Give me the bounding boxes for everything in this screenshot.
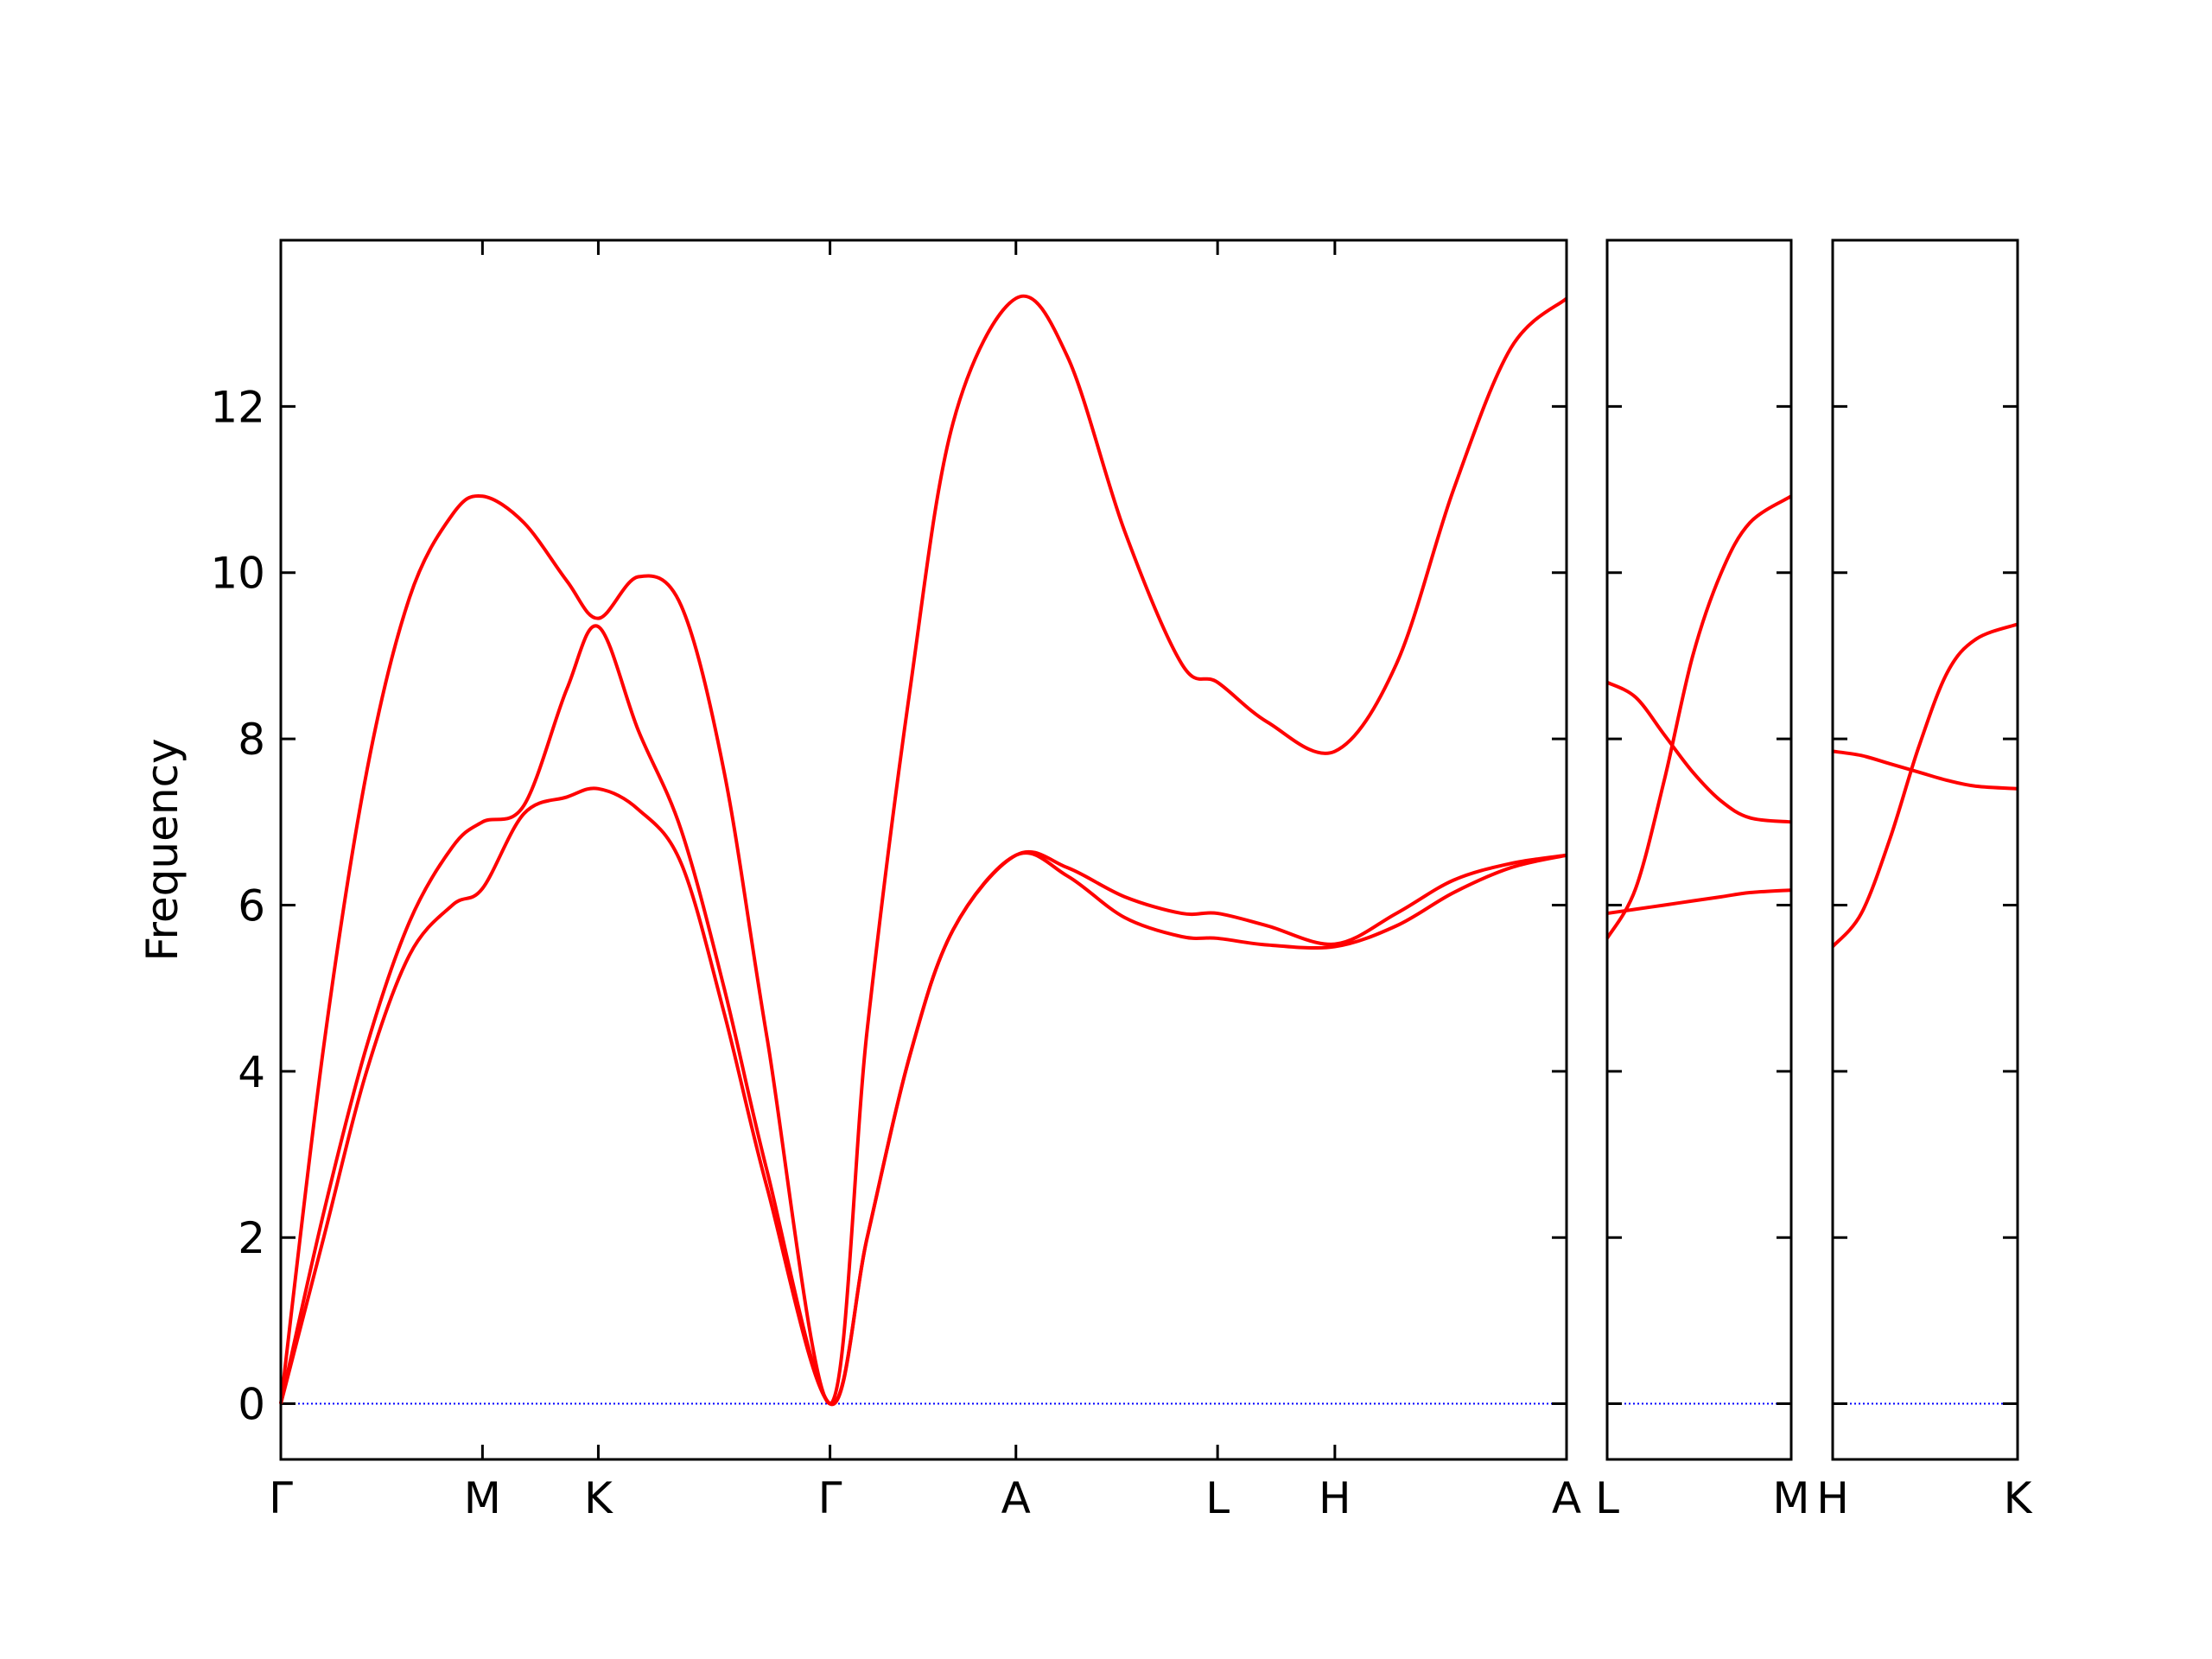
x-tick-label: K: [584, 1473, 613, 1523]
x-tick-label: K: [2004, 1473, 2033, 1523]
band-line: [1605, 494, 1793, 939]
x-tick-label: L: [1205, 1473, 1230, 1523]
y-axis-label: Frequency: [137, 738, 188, 961]
y-tick-label: 6: [238, 880, 265, 931]
axes-frame: [279, 238, 1568, 1461]
axes-frame: [1831, 238, 2019, 1461]
axes-frame: [1605, 238, 1793, 1461]
x-tick-label: Γ: [818, 1473, 842, 1523]
y-tick-label: 0: [238, 1380, 265, 1430]
band-line: [279, 786, 1567, 1406]
x-tick-label: M: [464, 1473, 501, 1523]
y-tick-label: 4: [238, 1047, 265, 1097]
x-tick-label: L: [1595, 1473, 1619, 1523]
x-tick-label: M: [1772, 1473, 1809, 1523]
y-tick-label: 12: [210, 382, 265, 432]
band-line: [279, 294, 1568, 1406]
x-tick-label: H: [1319, 1473, 1351, 1523]
x-tick-label: H: [1816, 1473, 1849, 1523]
y-tick-label: 2: [238, 1213, 265, 1263]
band-line: [1832, 749, 2018, 791]
y-tick-label: 8: [238, 715, 265, 765]
band-line: [1606, 888, 1792, 916]
x-tick-label: A: [1552, 1473, 1581, 1523]
y-tick-label: 10: [210, 549, 265, 599]
band-line: [1606, 680, 1792, 824]
x-tick-label: Γ: [269, 1473, 293, 1523]
x-tick-label: A: [1001, 1473, 1031, 1523]
band-line: [279, 624, 1567, 1407]
band-line: [1831, 622, 2018, 948]
